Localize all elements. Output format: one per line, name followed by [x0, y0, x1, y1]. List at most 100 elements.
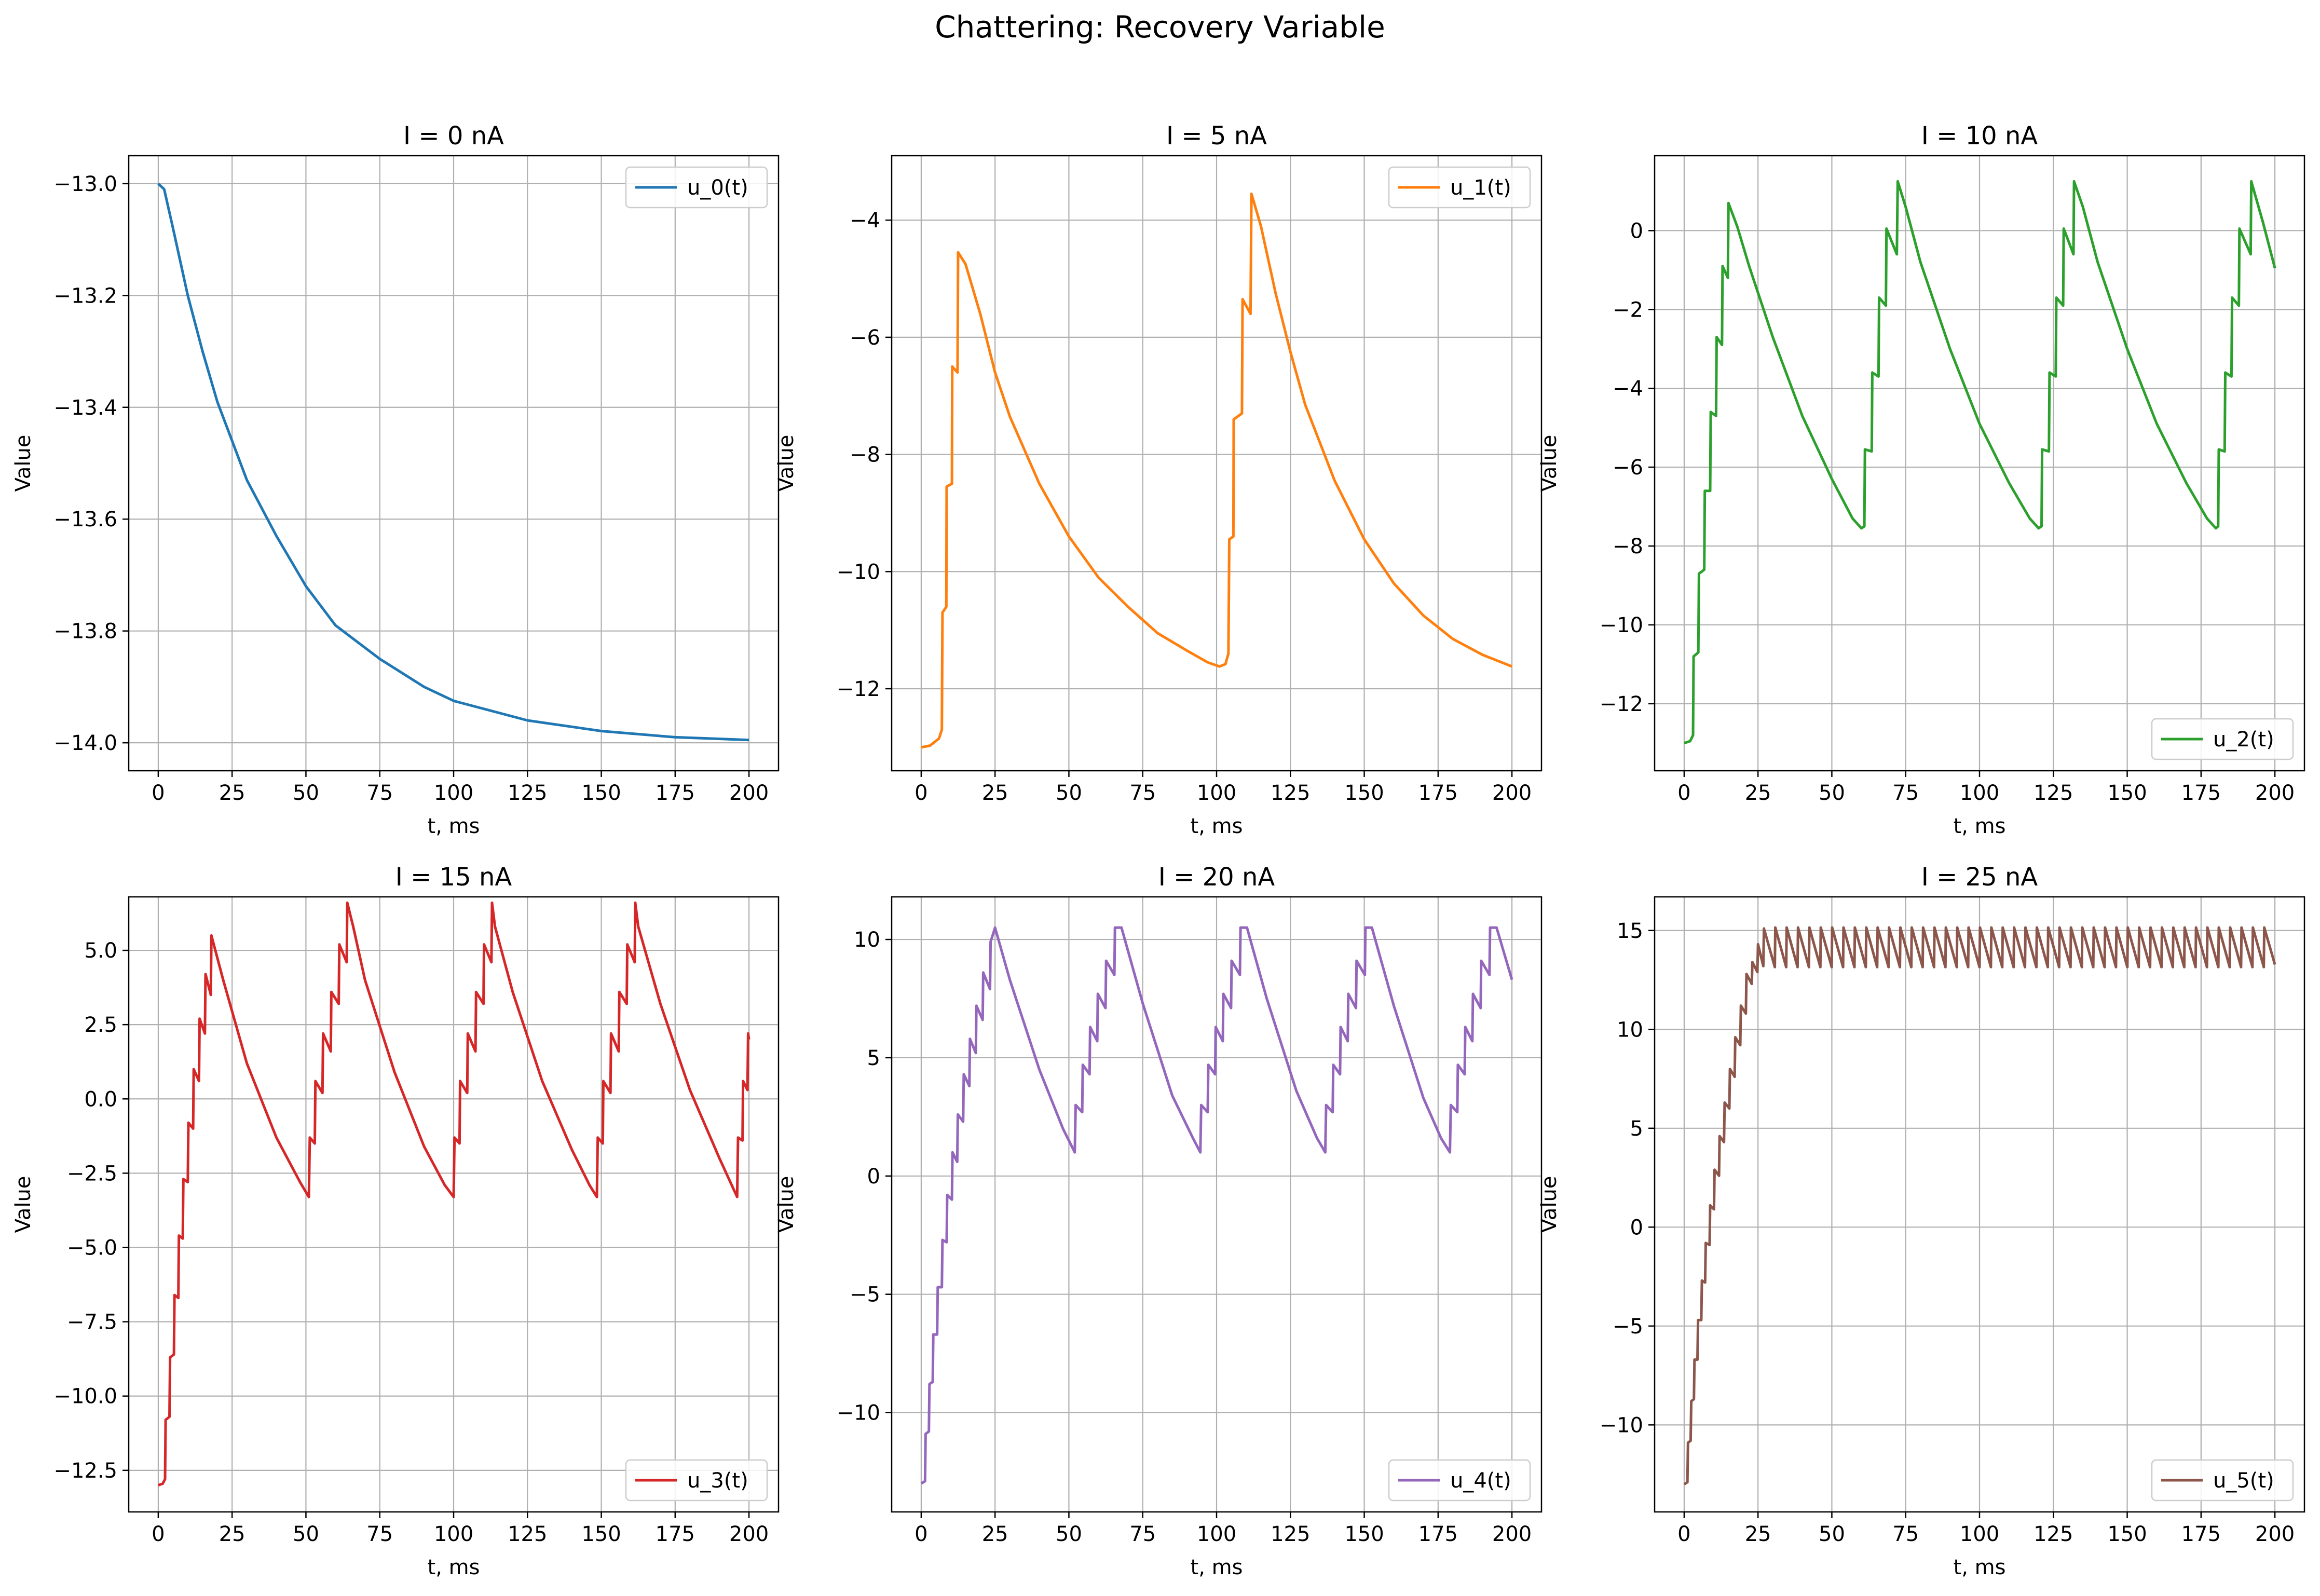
y-tick-label: 10 — [1617, 1018, 1643, 1042]
y-tick-label: 0.0 — [84, 1087, 117, 1111]
x-tick-label: 25 — [982, 1522, 1008, 1546]
y-axis-label: Value — [1537, 1176, 1561, 1233]
x-tick-label: 25 — [1745, 781, 1771, 805]
x-tick-label: 125 — [2034, 781, 2073, 805]
x-tick-label: 200 — [729, 781, 769, 805]
y-tick-label: −13.0 — [53, 172, 117, 196]
x-tick-label: 150 — [581, 1522, 621, 1546]
x-axis-label: t, ms — [1191, 1556, 1243, 1579]
y-tick-label: −12 — [837, 677, 880, 701]
y-tick-label: −13.4 — [53, 396, 117, 420]
x-tick-label: 175 — [1418, 781, 1458, 805]
y-tick-label: −10 — [1600, 613, 1643, 637]
x-tick-label: 175 — [656, 1522, 695, 1546]
subplot-title: I = 20 nA — [1158, 863, 1275, 892]
x-tick-label: 200 — [1492, 1522, 1532, 1546]
legend-label: u_0(t) — [687, 176, 748, 200]
series-line-u_5(t) — [1683, 926, 2276, 1485]
x-tick-label: 150 — [2107, 1522, 2147, 1546]
legend-box — [1388, 166, 1531, 209]
legend-box — [625, 1459, 768, 1502]
x-tick-label: 125 — [508, 1522, 547, 1546]
y-axis-label: Value — [1537, 435, 1561, 492]
x-tick-label: 25 — [1745, 1522, 1771, 1546]
x-tick-label: 25 — [219, 1522, 245, 1546]
x-tick-label: 175 — [2181, 781, 2221, 805]
x-tick-label: 50 — [1056, 1522, 1082, 1546]
y-tick-label: −5 — [850, 1283, 880, 1307]
subplot-4: 0 25 50 75 100 125 150 175 200 −10 −5 0 5 10 I = 20 nA… — [774, 863, 1543, 1579]
series-line-u_3(t) — [158, 901, 750, 1486]
y-axis-label: Value — [11, 435, 35, 492]
subplot-title: I = 25 nA — [1921, 863, 2038, 892]
x-tick-label: 50 — [293, 781, 319, 805]
x-tick-label: 50 — [1056, 781, 1082, 805]
series-line-u_4(t) — [920, 926, 1513, 1485]
y-tick-label: −5.0 — [67, 1236, 117, 1260]
legend-label: u_1(t) — [1450, 176, 1511, 200]
legend-box — [2151, 1459, 2294, 1502]
subplot-2: 0 25 50 75 100 125 150 175 200 −12 −10 −8 −6 −4 −2 0 I =… — [1537, 121, 2305, 838]
y-axis-label: Value — [11, 1176, 35, 1233]
x-tick-label: 125 — [1271, 1522, 1310, 1546]
subplot-5: 0 25 50 75 100 125 150 175 200 −10 −5 0 5 10 15 I = 25 … — [1537, 863, 2305, 1579]
x-tick-label: 125 — [508, 781, 547, 805]
x-tick-label: 175 — [2181, 1522, 2221, 1546]
legend: u_3(t) — [625, 1459, 768, 1502]
legend-label: u_4(t) — [1450, 1469, 1511, 1493]
y-tick-label: −6 — [850, 326, 880, 350]
legend: u_1(t) — [1388, 166, 1531, 209]
subplot-title: I = 0 nA — [403, 121, 504, 151]
legend: u_4(t) — [1388, 1459, 1531, 1502]
y-tick-label: −2.5 — [67, 1162, 117, 1185]
y-tick-label: −13.8 — [53, 620, 117, 644]
y-tick-label: −13.2 — [53, 284, 117, 308]
x-tick-label: 50 — [1819, 1522, 1845, 1546]
legend-label: u_5(t) — [2213, 1469, 2274, 1493]
x-tick-label: 75 — [366, 781, 393, 805]
x-tick-label: 75 — [1129, 1522, 1156, 1546]
y-axis-label: Value — [774, 435, 798, 492]
y-tick-label: −8 — [850, 443, 880, 467]
x-tick-label: 100 — [1197, 781, 1236, 805]
x-tick-label: 100 — [1197, 1522, 1236, 1546]
y-tick-label: −4 — [1613, 377, 1643, 401]
x-tick-label: 100 — [434, 1522, 473, 1546]
y-tick-label: −10 — [837, 560, 880, 584]
x-tick-label: 0 — [915, 781, 927, 805]
x-tick-label: 125 — [1271, 781, 1310, 805]
x-tick-label: 0 — [152, 1522, 165, 1546]
y-tick-label: −6 — [1613, 456, 1643, 480]
x-tick-label: 150 — [581, 781, 621, 805]
x-axis-label: t, ms — [1954, 814, 2006, 838]
x-tick-label: 75 — [1129, 781, 1156, 805]
series-line-u_1(t) — [921, 192, 1513, 749]
x-tick-label: 175 — [656, 781, 695, 805]
x-axis-label: t, ms — [1954, 1556, 2006, 1579]
series-line-u_2(t) — [1684, 180, 2276, 745]
legend: u_0(t) — [625, 166, 768, 209]
subplot-title: I = 15 nA — [395, 863, 512, 892]
x-tick-label: 0 — [1677, 781, 1690, 805]
y-tick-label: 0 — [1630, 1216, 1643, 1239]
y-tick-label: 5 — [867, 1046, 880, 1070]
subplot-0: 0 25 50 75 100 125 150 175 200 −14.0 −13.8 −13.6 −13… — [11, 121, 780, 838]
x-tick-label: 125 — [2034, 1522, 2073, 1546]
x-tick-label: 100 — [434, 781, 473, 805]
y-axis-label: Value — [774, 1176, 798, 1233]
x-tick-label: 0 — [915, 1522, 927, 1546]
x-axis-label: t, ms — [428, 814, 480, 838]
y-tick-label: −7.5 — [67, 1311, 117, 1334]
y-tick-label: −2 — [1613, 298, 1643, 322]
x-tick-label: 150 — [1344, 1522, 1384, 1546]
y-tick-label: 2.5 — [84, 1013, 117, 1037]
y-tick-label: −12.5 — [53, 1459, 117, 1483]
x-tick-label: 150 — [2107, 781, 2147, 805]
legend: u_2(t) — [2151, 718, 2294, 760]
x-tick-label: 0 — [152, 781, 165, 805]
y-tick-label: 5.0 — [84, 939, 117, 963]
y-tick-label: 5 — [1630, 1117, 1643, 1141]
y-tick-label: 0 — [1630, 219, 1643, 243]
